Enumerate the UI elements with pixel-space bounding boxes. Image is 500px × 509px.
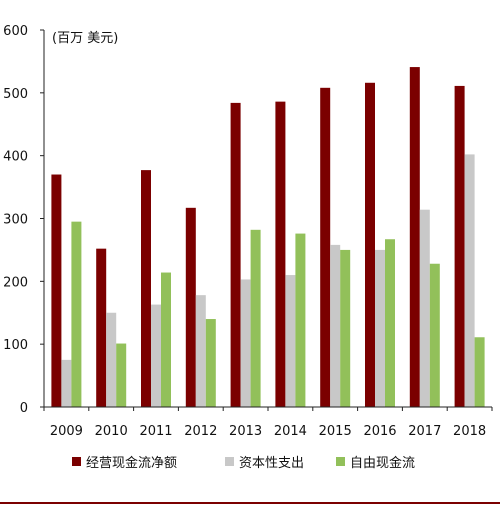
y-tick-label: 100 <box>3 338 28 353</box>
x-tick-label: 2017 <box>408 424 441 439</box>
y-tick-label: 300 <box>3 213 28 228</box>
legend-label: 资本性支出 <box>239 456 304 471</box>
bar-资本性支出-2014 <box>285 275 296 407</box>
bar-自由现金流-2012 <box>205 319 216 407</box>
bar-经营现金流净额-2010 <box>96 248 107 407</box>
bar-资本性支出-2012 <box>195 295 206 407</box>
legend-swatch <box>225 457 234 466</box>
x-tick-label: 2016 <box>363 424 396 439</box>
legend-swatch <box>336 457 345 466</box>
bar-自由现金流-2013 <box>250 229 261 407</box>
bar-经营现金流净额-2016 <box>365 82 375 407</box>
y-tick-label: 400 <box>3 150 28 165</box>
legend-swatch <box>72 457 81 466</box>
bar-自由现金流-2010 <box>116 343 127 407</box>
bar-资本性支出-2011 <box>151 304 161 407</box>
bar-自由现金流-2015 <box>340 249 351 407</box>
x-tick-label: 2018 <box>453 424 486 439</box>
x-tick-label: 2011 <box>139 424 172 439</box>
bar-经营现金流净额-2015 <box>320 87 331 407</box>
bar-资本性支出-2013 <box>240 279 251 407</box>
bar-自由现金流-2014 <box>295 233 306 407</box>
x-tick-label: 2015 <box>319 424 352 439</box>
bar-资本性支出-2010 <box>106 312 117 407</box>
legend-label: 经营现金流净额 <box>86 455 177 471</box>
x-tick-label: 2012 <box>184 424 217 439</box>
bar-经营现金流净额-2011 <box>141 170 151 407</box>
bar-经营现金流净额-2017 <box>409 67 420 408</box>
x-tick-label: 2009 <box>50 424 83 439</box>
unit-label: (百万 美元) <box>52 31 118 46</box>
legend-label: 自由现金流 <box>350 455 415 471</box>
bar-资本性支出-2016 <box>375 249 385 407</box>
bar-经营现金流净额-2018 <box>454 85 465 408</box>
y-tick-label: 0 <box>20 401 28 416</box>
bar-经营现金流净额-2012 <box>185 207 196 407</box>
y-tick-label: 500 <box>3 87 28 102</box>
bar-经营现金流净额-2009 <box>51 174 62 407</box>
bar-自由现金流-2009 <box>71 221 82 407</box>
bar-经营现金流净额-2014 <box>275 101 286 407</box>
bar-资本性支出-2017 <box>419 209 430 407</box>
bar-资本性支出-2018 <box>464 154 475 407</box>
bar-自由现金流-2018 <box>474 337 485 407</box>
bar-资本性支出-2009 <box>61 359 72 407</box>
x-tick-label: 2014 <box>274 424 307 439</box>
bar-自由现金流-2016 <box>385 239 395 407</box>
legend: 经营现金流净额 资本性支出 自由现金流 <box>72 455 415 471</box>
bar-自由现金流-2017 <box>429 263 440 407</box>
y-tick-label: 200 <box>3 275 28 290</box>
bars <box>51 67 485 408</box>
y-tick-label: 600 <box>3 24 28 39</box>
x-tick-label: 2013 <box>229 424 262 439</box>
bar-经营现金流净额-2013 <box>230 102 241 408</box>
axes: 0 100 200 300 400 500 600 2009 2010 2011 2012 2013 2… <box>3 24 493 439</box>
bar-资本性支出-2015 <box>330 244 341 407</box>
x-tick-label: 2010 <box>95 424 128 439</box>
bar-自由现金流-2011 <box>161 272 171 407</box>
